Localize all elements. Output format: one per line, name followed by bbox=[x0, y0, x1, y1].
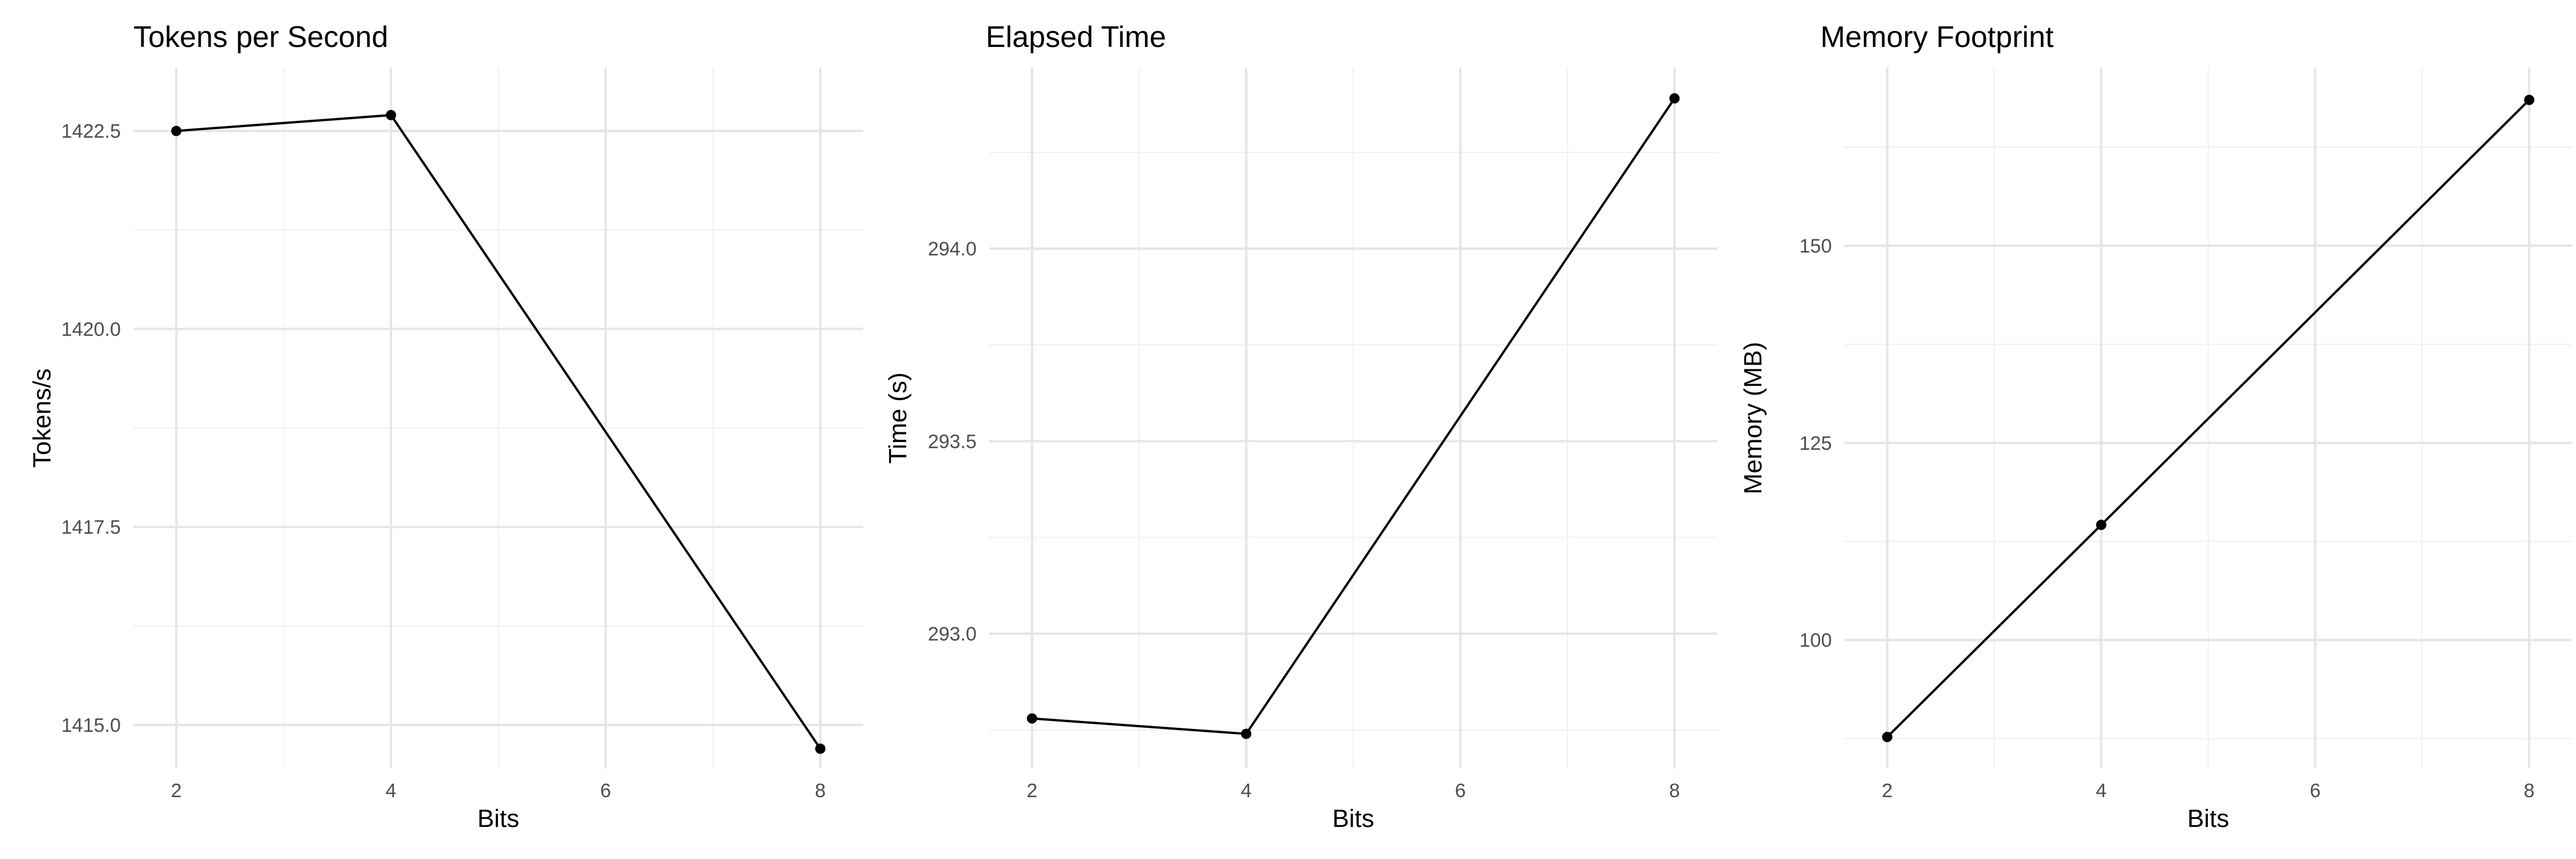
x-tick-label: 2 bbox=[1882, 780, 1893, 802]
x-tick-label: 8 bbox=[2524, 780, 2535, 802]
y-tick-label: 293.0 bbox=[928, 624, 977, 645]
y-tick-label: 1417.5 bbox=[61, 517, 121, 538]
x-axis-title: Bits bbox=[477, 805, 519, 833]
panel-3: 2 4 6 8 100 125 150 Memory Footprint Bits Memory … bbox=[1739, 21, 2572, 833]
x-tick-label: 4 bbox=[1240, 780, 1251, 802]
data-point bbox=[2096, 519, 2107, 530]
y-axis-title: Memory (MB) bbox=[1739, 342, 1767, 494]
y-tick-label: 100 bbox=[1799, 630, 1832, 652]
data-point bbox=[386, 109, 396, 120]
x-tick-label: 6 bbox=[600, 780, 611, 802]
x-tick-label: 6 bbox=[1455, 780, 1466, 802]
data-point bbox=[2524, 94, 2535, 105]
y-axis-title: Time (s) bbox=[884, 372, 912, 464]
panel-2: 2 4 6 8 293.0 293.5 294.0 Elapsed Time Bits Time … bbox=[884, 21, 1717, 833]
y-tick-label: 1415.0 bbox=[61, 715, 121, 736]
data-point bbox=[1240, 728, 1251, 739]
y-tick-label: 293.5 bbox=[928, 431, 977, 452]
y-tick-label: 1420.0 bbox=[61, 318, 121, 340]
x-tick-label: 8 bbox=[815, 780, 826, 802]
y-axis-title: Tokens/s bbox=[28, 368, 56, 468]
x-axis-title: Bits bbox=[2187, 805, 2229, 833]
panel-1: 2 4 6 8 1415.0 1417.5 1420.0 1422.5 Tokens per S… bbox=[28, 21, 863, 833]
data-point bbox=[1026, 713, 1037, 724]
y-tick-label: 150 bbox=[1799, 235, 1832, 257]
x-tick-label: 4 bbox=[2096, 780, 2107, 802]
x-tick-label: 8 bbox=[1669, 780, 1680, 802]
data-point bbox=[171, 125, 181, 136]
x-tick-label: 2 bbox=[171, 780, 182, 802]
panel-title: Memory Footprint bbox=[1820, 21, 2054, 54]
data-point bbox=[1669, 93, 1680, 104]
panel-title: Tokens per Second bbox=[133, 21, 388, 54]
x-tick-label: 2 bbox=[1026, 780, 1037, 802]
data-point bbox=[815, 743, 825, 754]
data-point bbox=[1882, 731, 1893, 742]
panel-title: Elapsed Time bbox=[986, 21, 1166, 54]
y-tick-label: 294.0 bbox=[928, 238, 977, 260]
x-tick-label: 6 bbox=[2310, 780, 2321, 802]
y-tick-label: 125 bbox=[1799, 432, 1832, 454]
y-tick-label: 1422.5 bbox=[61, 121, 121, 143]
x-tick-label: 4 bbox=[386, 780, 397, 802]
x-axis-title: Bits bbox=[1332, 805, 1374, 833]
